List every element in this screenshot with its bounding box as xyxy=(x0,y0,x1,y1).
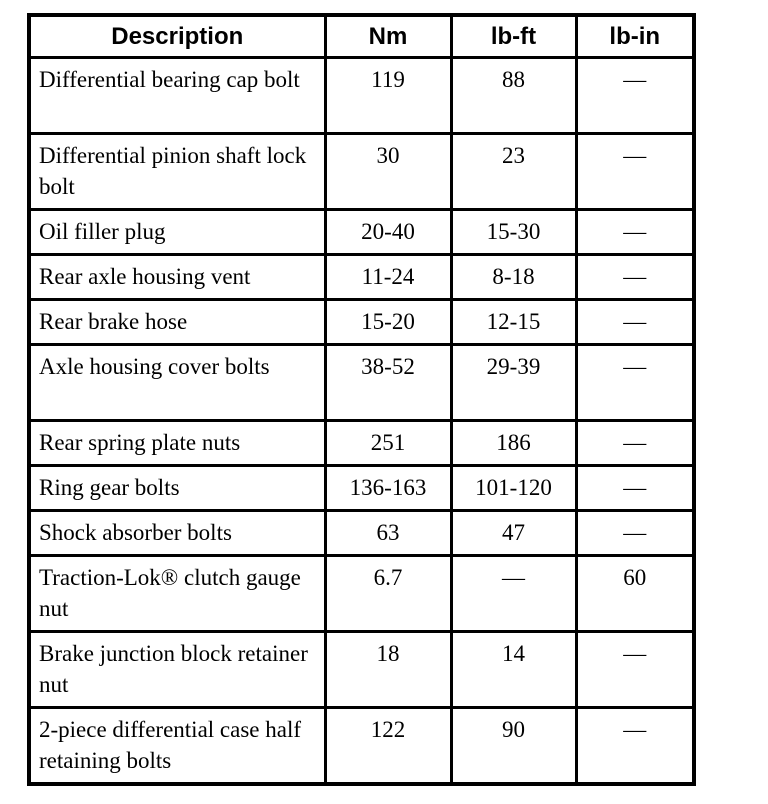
cell-lb-ft: 12-15 xyxy=(449,298,578,346)
cell-lb-in: — xyxy=(574,208,696,256)
table-row: Shock absorber bolts 63 47 — xyxy=(27,509,696,557)
cell-description: Rear spring plate nuts xyxy=(27,419,327,467)
cell-lb-ft: 90 xyxy=(449,706,578,785)
cell-nm: 18 xyxy=(323,630,453,709)
table-row: 2-piece differential case half retaining… xyxy=(27,706,696,785)
cell-description: Brake junction block retainer nut xyxy=(27,630,327,709)
cell-lb-in: — xyxy=(574,509,696,557)
cell-lb-in: — xyxy=(574,706,696,785)
torque-spec-table: Description Nm lb-ft lb-in Differential … xyxy=(27,13,696,786)
cell-lb-ft: — xyxy=(449,554,578,633)
table-row: Traction-Lok® clutch gauge nut 6.7 — 60 xyxy=(27,554,696,633)
cell-description: Rear brake hose xyxy=(27,298,327,346)
table-row: Ring gear bolts 136-163 101-120 — xyxy=(27,464,696,512)
header-row: Description Nm lb-ft lb-in xyxy=(27,13,696,59)
torque-spec-table-wrap: Description Nm lb-ft lb-in Differential … xyxy=(27,13,696,786)
cell-description: Shock absorber bolts xyxy=(27,509,327,557)
cell-nm: 38-52 xyxy=(323,343,453,422)
table-row: Brake junction block retainer nut 18 14 … xyxy=(27,630,696,709)
table-row: Rear axle housing vent 11-24 8-18 — xyxy=(27,253,696,301)
cell-lb-in: — xyxy=(574,253,696,301)
cell-nm: 119 xyxy=(323,56,453,135)
cell-description: Axle housing cover bolts xyxy=(27,343,327,422)
table-row: Axle housing cover bolts 38-52 29-39 — xyxy=(27,343,696,422)
cell-lb-ft: 8-18 xyxy=(449,253,578,301)
cell-lb-ft: 29-39 xyxy=(449,343,578,422)
cell-lb-ft: 23 xyxy=(449,132,578,211)
cell-lb-in: 60 xyxy=(574,554,696,633)
table-row: Differential pinion shaft lock bolt 30 2… xyxy=(27,132,696,211)
cell-lb-in: — xyxy=(574,132,696,211)
header-description: Description xyxy=(27,13,327,59)
header-lb-in: lb-in xyxy=(574,13,696,59)
cell-lb-in: — xyxy=(574,56,696,135)
cell-description: Ring gear bolts xyxy=(27,464,327,512)
cell-nm: 136-163 xyxy=(323,464,453,512)
cell-lb-in: — xyxy=(574,630,696,709)
cell-nm: 251 xyxy=(323,419,453,467)
cell-nm: 11-24 xyxy=(323,253,453,301)
table-row: Differential bearing cap bolt 119 88 — xyxy=(27,56,696,135)
cell-lb-ft: 186 xyxy=(449,419,578,467)
cell-lb-in: — xyxy=(574,464,696,512)
cell-nm: 6.7 xyxy=(323,554,453,633)
cell-nm: 122 xyxy=(323,706,453,785)
cell-description: Differential bearing cap bolt xyxy=(27,56,327,135)
cell-nm: 30 xyxy=(323,132,453,211)
cell-nm: 63 xyxy=(323,509,453,557)
cell-description: Rear axle housing vent xyxy=(27,253,327,301)
table-row: Rear brake hose 15-20 12-15 — xyxy=(27,298,696,346)
cell-lb-ft: 47 xyxy=(449,509,578,557)
cell-description: 2-piece differential case half retaining… xyxy=(27,706,327,785)
cell-description: Traction-Lok® clutch gauge nut xyxy=(27,554,327,633)
table-row: Rear spring plate nuts 251 186 — xyxy=(27,419,696,467)
cell-description: Oil filler plug xyxy=(27,208,327,256)
cell-lb-ft: 15-30 xyxy=(449,208,578,256)
table-row: Oil filler plug 20-40 15-30 — xyxy=(27,208,696,256)
cell-nm: 15-20 xyxy=(323,298,453,346)
cell-lb-ft: 88 xyxy=(449,56,578,135)
cell-lb-ft: 101-120 xyxy=(449,464,578,512)
cell-lb-ft: 14 xyxy=(449,630,578,709)
cell-lb-in: — xyxy=(574,343,696,422)
cell-nm: 20-40 xyxy=(323,208,453,256)
header-nm: Nm xyxy=(323,13,453,59)
cell-lb-in: — xyxy=(574,419,696,467)
cell-lb-in: — xyxy=(574,298,696,346)
header-lb-ft: lb-ft xyxy=(449,13,578,59)
cell-description: Differential pinion shaft lock bolt xyxy=(27,132,327,211)
